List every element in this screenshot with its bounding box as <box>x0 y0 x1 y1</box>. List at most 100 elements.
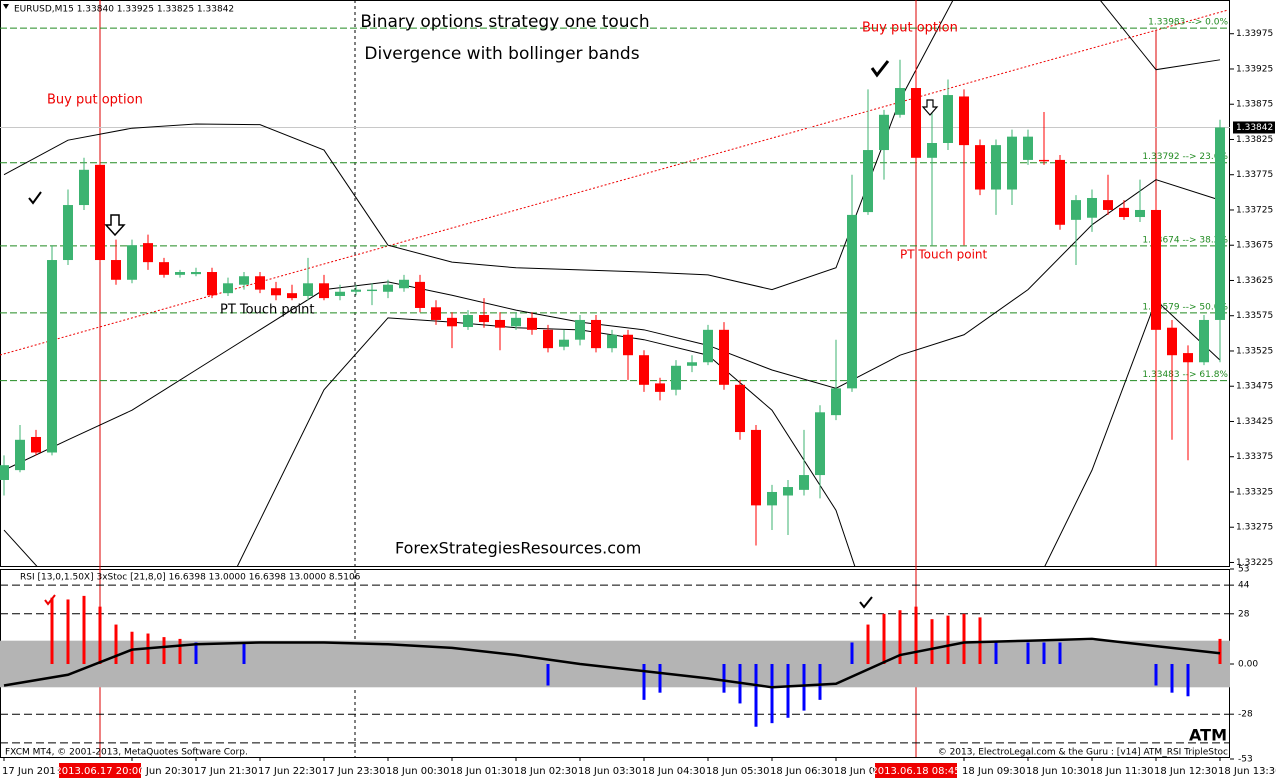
x-tick-label: 18 Jun 13:30 <box>1218 766 1276 777</box>
candle-body <box>1167 327 1177 356</box>
histogram-bar <box>770 664 774 724</box>
candle-body <box>847 214 857 389</box>
y-tick-label: 1.33825 <box>1236 135 1273 145</box>
histogram-bar <box>130 631 134 664</box>
candle-body <box>31 436 41 453</box>
candle-body <box>735 384 745 433</box>
candle-body <box>623 334 633 356</box>
candle-body <box>1039 159 1049 162</box>
annotation: Buy put option <box>862 21 958 36</box>
histogram-bar <box>658 664 662 693</box>
histogram-bar <box>1026 642 1030 664</box>
candle-body <box>1055 159 1065 225</box>
x-tick-label: 17 Jun 2013 <box>2 766 62 777</box>
y-tick-label: 1.33875 <box>1236 100 1273 110</box>
y-tick-label: 1.33525 <box>1236 346 1273 356</box>
header-icon <box>3 4 9 9</box>
candle-body <box>831 388 841 416</box>
y-tick-label: 1.33775 <box>1236 170 1273 180</box>
crosshair-label: 2013.06.17 20:00 <box>55 766 144 777</box>
histogram-bar <box>114 624 118 664</box>
histogram-bar <box>194 642 198 664</box>
x-tick-label: 18 Jun 05:30 <box>706 766 770 777</box>
candle-body <box>543 329 553 349</box>
histogram-bar <box>642 664 646 700</box>
x-tick-label: 18 Jun 00:30 <box>386 766 450 777</box>
crosshair-box <box>59 763 141 778</box>
x-tick-label: 18 Jun 07:30 <box>834 766 898 777</box>
annotation: PT Touch point <box>900 248 988 262</box>
histogram-bar <box>1058 642 1062 664</box>
crosshair-label: 2013.06.18 08:45 <box>871 766 960 777</box>
check-icon <box>859 596 873 609</box>
x-tick-label: 17 Jun 21:30 <box>194 766 258 777</box>
y-tick-label: 1.33475 <box>1236 382 1273 392</box>
candle-body <box>911 88 921 158</box>
y-tick-label: 1.33925 <box>1236 64 1273 74</box>
histogram-bar <box>754 664 758 727</box>
histogram-bar <box>882 613 886 664</box>
candle-body <box>879 114 889 151</box>
candle-body <box>63 205 73 261</box>
chart-subtitle: Divergence with bollinger bands <box>364 44 639 64</box>
candle-body <box>1183 353 1193 363</box>
y-tick-label: 1.33275 <box>1236 523 1273 533</box>
zone <box>0 640 1230 688</box>
candle-body <box>1151 209 1161 330</box>
candle-body <box>111 260 121 280</box>
candle-body <box>399 279 409 289</box>
histogram-bar <box>818 664 822 700</box>
annotation: PT Touch point <box>220 303 315 318</box>
main-panel <box>0 0 1230 567</box>
x-tick-label: 18 Jun 01:30 <box>450 766 514 777</box>
candle-body <box>383 284 393 292</box>
candle-body <box>591 319 601 349</box>
candle-body <box>47 260 57 453</box>
fibo-label: 1.33983 --> 0.0% <box>1148 18 1228 28</box>
y-tick-label: 1.33625 <box>1236 276 1273 286</box>
candle-body <box>559 339 569 347</box>
candle-body <box>175 272 185 275</box>
indicator-title: RSI [13,0,1.50X] 3xStoc [21,8,0] 16.6398… <box>20 573 361 583</box>
y-tick-label: 1.33675 <box>1236 241 1273 251</box>
candle-body <box>159 262 169 275</box>
bid-label: 1.33842 <box>1236 123 1273 133</box>
rsi-plot <box>0 584 1230 744</box>
signal-line <box>3 637 1221 689</box>
x-tick-label: 18 Jun 10:30 <box>1026 766 1090 777</box>
y-tick-label: 1.33975 <box>1236 29 1273 39</box>
histogram-bar <box>1154 664 1158 686</box>
histogram-bar <box>162 637 166 664</box>
candle-body <box>1071 200 1081 220</box>
candle-body <box>895 88 905 115</box>
candle-body <box>0 465 9 480</box>
candle-body <box>95 164 105 261</box>
candle-body <box>607 334 617 349</box>
footer-left: FXCM MT4, © 2001-2013, MetaQuotes Softwa… <box>5 748 248 758</box>
y-tick-label: 53 <box>1238 565 1249 575</box>
chart-title: Binary options strategy one touch <box>360 12 649 32</box>
footer-right: © 2013, ElectroLegal.com & the Guru : [v… <box>938 748 1228 758</box>
candle-body <box>239 276 249 285</box>
candle-body <box>959 96 969 146</box>
histogram-bar <box>1186 664 1190 697</box>
histogram-bar <box>50 597 54 664</box>
candle-body <box>255 276 265 290</box>
candle-body <box>127 245 137 280</box>
candle-body <box>767 491 777 506</box>
candle-body <box>479 315 489 323</box>
histogram-bar <box>946 615 950 664</box>
histogram-bar <box>914 606 918 664</box>
histogram-bar <box>82 595 86 664</box>
candle-body <box>1199 319 1209 363</box>
candle-body <box>1087 197 1097 218</box>
y-tick-label: 1.33575 <box>1236 311 1273 321</box>
candle-body <box>207 272 217 296</box>
candle-body <box>271 288 281 296</box>
candle-body <box>815 412 825 476</box>
histogram-bar <box>930 619 934 664</box>
candle-body <box>1135 209 1145 218</box>
y-tick-label: 44 <box>1238 581 1250 591</box>
y-tick-label: 1.33725 <box>1236 205 1273 215</box>
